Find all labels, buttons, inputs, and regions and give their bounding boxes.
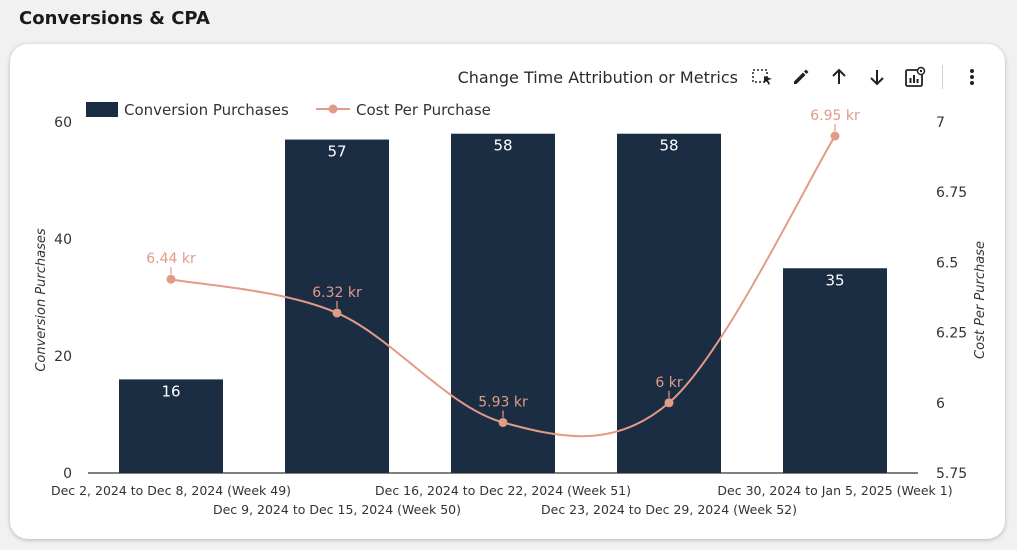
sort-ascending-icon[interactable] [820, 62, 858, 92]
line-series: 6.44 kr 6.32 kr 5.93 kr 6 kr 6.95 kr [146, 108, 860, 438]
bar-data-label: 57 [327, 143, 346, 161]
y-tick-label: 0 [63, 466, 72, 482]
legend-line-marker [328, 104, 338, 114]
bar-data-label: 16 [161, 382, 180, 400]
x-tick-label: Dec 16, 2024 to Dec 22, 2024 (Week 51) [375, 483, 631, 498]
y2-tick-label: 6.25 [936, 326, 967, 342]
line-data-label: 6.95 kr [810, 108, 860, 124]
line-point [498, 417, 508, 427]
chart-card: Change Time Attribution or Metrics [10, 44, 1005, 539]
bar-series: 16 57 58 58 35 [119, 133, 887, 474]
line-point [332, 308, 342, 318]
legend: Conversion Purchases Cost Per Purchase [86, 101, 491, 119]
y-tick-label: 20 [54, 349, 72, 365]
legend-label-line: Cost Per Purchase [356, 101, 491, 119]
more-options-icon[interactable] [953, 62, 991, 92]
combo-chart: Conversion Purchases Cost Per Purchase 0… [34, 101, 988, 517]
y2-tick-label: 6.5 [936, 255, 958, 271]
line-point [830, 131, 840, 141]
bar-data-label: 58 [493, 137, 512, 155]
axes: 0 20 40 60 5.75 6 6.25 6.5 6.75 7 Dec 2, 2024 to D… [51, 115, 967, 517]
y2-tick-label: 5.75 [936, 466, 967, 482]
sort-descending-icon[interactable] [858, 62, 896, 92]
y-tick-label: 40 [54, 232, 72, 248]
toolbar-divider [942, 65, 943, 89]
bar-data-label: 58 [659, 137, 678, 155]
y2-tick-label: 7 [936, 115, 945, 131]
chart-settings-icon[interactable] [896, 62, 934, 92]
chart-toolbar: Change Time Attribution or Metrics [458, 62, 991, 92]
x-tick-label: Dec 30, 2024 to Jan 5, 2025 (Week 1) [717, 483, 952, 498]
select-area-icon[interactable] [744, 62, 782, 92]
bar-data-label: 35 [825, 271, 844, 289]
y2-tick-label: 6.75 [936, 185, 967, 201]
legend-label-bars: Conversion Purchases [124, 101, 289, 119]
y-tick-label: 60 [54, 115, 72, 131]
line-point [664, 398, 674, 408]
bar [119, 379, 223, 473]
line-data-label: 6 kr [655, 375, 682, 391]
page-title: Conversions & CPA [19, 8, 210, 29]
x-tick-label: Dec 23, 2024 to Dec 29, 2024 (Week 52) [541, 502, 797, 517]
line-point [166, 274, 176, 284]
y2-axis-label: Cost Per Purchase [973, 241, 988, 359]
bar [783, 268, 887, 473]
bar [617, 133, 721, 473]
line-data-label: 6.44 kr [146, 251, 196, 267]
line-data-label: 5.93 kr [478, 394, 528, 410]
change-attribution-link[interactable]: Change Time Attribution or Metrics [457, 67, 738, 87]
edit-icon[interactable] [782, 62, 820, 92]
legend-bar-swatch [86, 102, 118, 117]
x-tick-label: Dec 9, 2024 to Dec 15, 2024 (Week 50) [213, 502, 461, 517]
x-tick-label: Dec 2, 2024 to Dec 8, 2024 (Week 49) [51, 483, 291, 498]
line-path [170, 135, 836, 438]
line-data-label: 6.32 kr [312, 285, 362, 301]
y2-tick-label: 6 [936, 396, 945, 412]
y-axis-label: Conversion Purchases [34, 228, 49, 372]
